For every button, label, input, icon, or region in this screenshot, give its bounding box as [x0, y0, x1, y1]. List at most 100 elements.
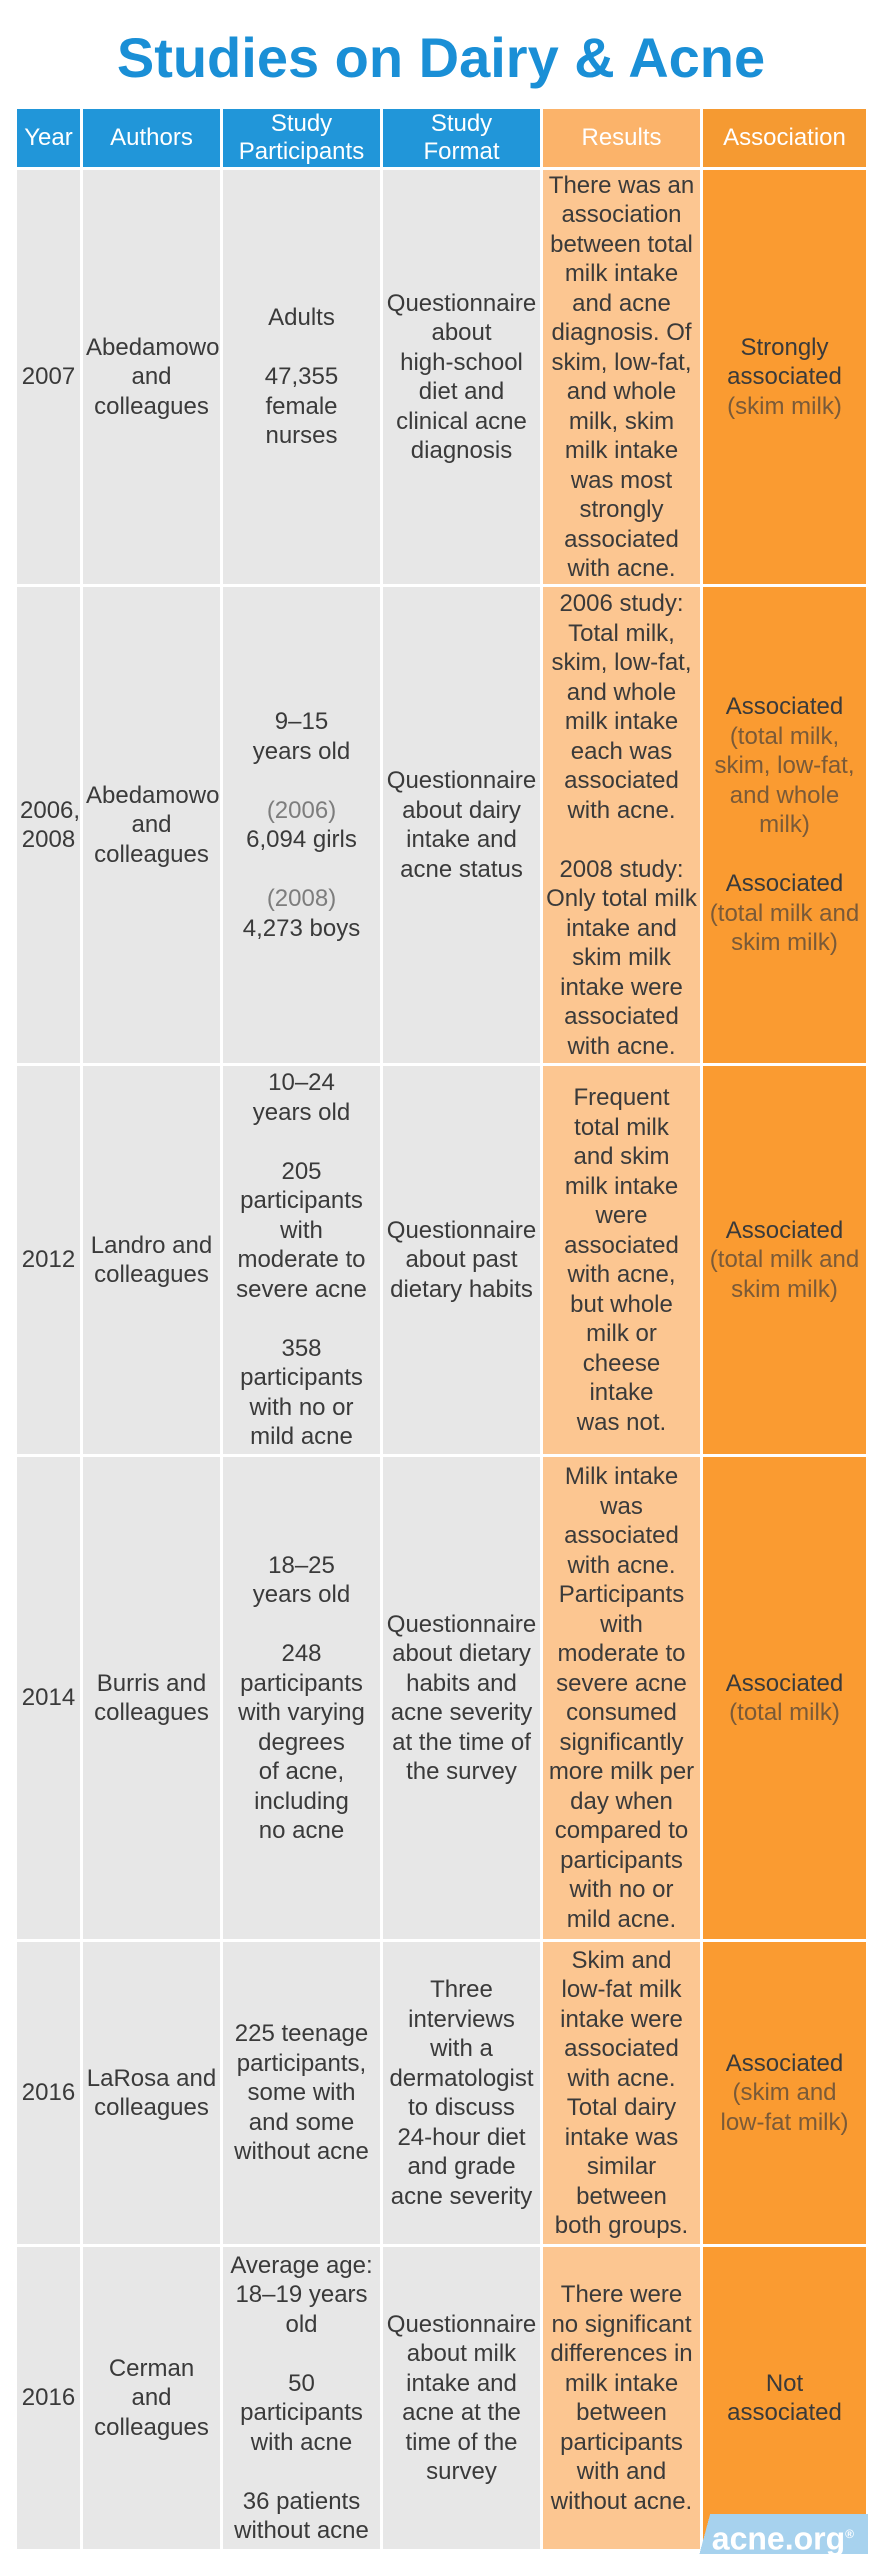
text-line: 24-hour diet	[397, 2123, 526, 2151]
text-line: 2006,	[20, 796, 81, 824]
cell-participants: 10–24 years old 205 participants with moderat…	[220, 1063, 383, 1457]
text-line: 6,094 girls	[246, 826, 357, 853]
spacer	[226, 855, 377, 885]
text-line: Questionnaire	[386, 2310, 537, 2338]
text-line: but whole	[570, 1290, 673, 1318]
text-line: with no or	[249, 1393, 354, 1421]
cell-authors: Abedamowo and colleagues	[80, 167, 223, 587]
text-line: intake and	[406, 2369, 517, 2397]
text-line: associated	[564, 525, 679, 553]
text-line: significantly	[559, 1728, 684, 1756]
text-line: with acne.	[567, 796, 676, 824]
cell-year: 2012	[14, 1063, 83, 1457]
cell-year: 2014	[14, 1454, 83, 1942]
text-line: 358	[281, 1334, 322, 1362]
text-line: about dietary	[392, 1640, 531, 1667]
text-line: about past	[405, 1246, 518, 1274]
text-line: Questionnaire	[386, 1610, 537, 1638]
text-line: colleagues	[94, 2413, 209, 2441]
cell-format: Questionnaire about past dietary habits	[380, 1063, 543, 1457]
header-association: Association	[700, 106, 869, 170]
text-line: and	[131, 811, 172, 839]
header-participants: Study Participants	[220, 106, 383, 170]
text-line: old	[285, 2310, 318, 2338]
text-line: Adults	[268, 304, 335, 332]
text-line: Total milk,	[568, 619, 675, 647]
cell-participants: 18–25 years old 248 participants with varyin…	[220, 1454, 383, 1942]
text-line: Participants	[558, 1581, 685, 1608]
spacer	[226, 1127, 377, 1157]
text-line: Not	[765, 2369, 804, 2397]
text-line: and skim	[573, 1143, 670, 1170]
table-row: 2014 Burris and colleagues 18–25 years old 24…	[14, 1454, 869, 1942]
text-line: associated	[564, 1231, 679, 1259]
text-line: Burris and	[96, 1669, 207, 1697]
text-line: Associated	[725, 693, 844, 721]
cell-association: Associated (total milk, skim, low-fat, and …	[700, 584, 869, 1066]
text-line: without acne	[234, 2138, 369, 2166]
text-line: at the time of	[392, 1728, 531, 1756]
text-line: compared to	[554, 1817, 689, 1844]
table-row: 2006, 2008 Abedamowo and colleagues 9–15 years…	[14, 584, 869, 1066]
text-line: participants	[240, 1669, 363, 1697]
text-line: was not.	[576, 1408, 667, 1436]
cell-format: Questionnaire about milk intake and acne at…	[380, 2244, 543, 2552]
cell-results: Milk intake was associated with acne. Partic…	[540, 1454, 703, 1942]
text-line: (total milk)	[729, 1699, 840, 1726]
cell-association: Strongly associated (skim milk)	[700, 167, 869, 587]
text-line: Associated	[725, 870, 844, 898]
text-line: skim, low-fat,	[714, 752, 855, 780]
text-line: about milk	[406, 2340, 517, 2367]
text-line: between	[576, 2182, 667, 2210]
text-line: severe acne	[556, 1669, 687, 1697]
text-line: associated	[564, 767, 679, 794]
header-year: Year	[14, 106, 83, 170]
text-line: 50	[288, 2369, 315, 2397]
text-line: milk intake	[564, 260, 679, 287]
text-line: association	[561, 201, 682, 228]
text-line: clinical acne	[396, 407, 527, 435]
text-line: Three	[430, 1976, 493, 2003]
text-line: and whole	[729, 781, 840, 809]
cell-format: Questionnaire about high-school diet and cli…	[380, 167, 543, 587]
spacer	[226, 333, 377, 363]
text-line: skim milk	[572, 944, 671, 971]
text-line: intake and	[566, 914, 677, 942]
text-line: years old	[252, 1581, 351, 1608]
text-line: years old	[252, 737, 351, 765]
table-row: 2007 Abedamowo and colleagues Adults 47,355 fe…	[14, 167, 869, 587]
text-line: with and	[576, 2458, 667, 2485]
text-line: 2008 study:	[559, 855, 684, 883]
text-line: Questionnaire	[386, 289, 537, 317]
cell-results: Skim and low-fat milk intake were associate…	[540, 1939, 703, 2247]
text-line: Frequent	[573, 1084, 670, 1111]
text-line: 2007	[21, 363, 76, 391]
text-line: low-fat milk)	[720, 2108, 849, 2136]
text-line: intake and	[406, 826, 517, 853]
header-results: Results	[540, 106, 703, 170]
text-line: 225 teenage	[234, 2020, 369, 2048]
cell-year: 2016	[14, 1939, 83, 2247]
text-line: colleagues	[94, 1699, 209, 1726]
text-line: colleagues	[94, 2094, 209, 2121]
text-line: (skim and	[732, 2079, 837, 2107]
text-line: was most	[570, 466, 673, 494]
text-line: skim milk)	[731, 1275, 838, 1303]
text-line: severe acne	[236, 1275, 367, 1303]
cell-authors: Landro and colleagues	[80, 1063, 223, 1457]
text-line: 2006 study:	[559, 590, 684, 617]
text-line: participants	[240, 2399, 363, 2426]
text-line: participants	[560, 2428, 683, 2456]
text-line: (total milk,	[729, 722, 840, 750]
cell-participants: Average age: 18–19 years old 50 participants…	[220, 2244, 383, 2552]
text-line: 205	[281, 1157, 322, 1185]
text-line: diagnosis. Of	[551, 319, 692, 346]
text-line: total milk	[574, 1113, 669, 1141]
text-line: There was an	[548, 171, 695, 199]
text-line: with a	[430, 2035, 493, 2062]
text-line: 10–24	[268, 1069, 335, 1097]
cell-results: Frequent total milk and skim milk intake wer…	[540, 1063, 703, 1457]
spacer	[226, 2339, 377, 2369]
text-line: There were	[560, 2281, 683, 2308]
text-line: day when	[570, 1787, 673, 1815]
